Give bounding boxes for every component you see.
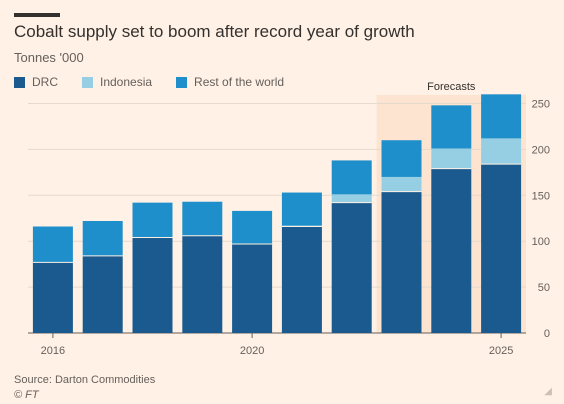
- bar-indonesia-2024: [431, 148, 472, 169]
- legend-item-indonesia: Indonesia: [82, 75, 152, 89]
- bar-drc-2024: [431, 168, 472, 333]
- y-tick-label: 50: [538, 282, 550, 294]
- bar-rest-of-the-world-2021: [281, 192, 322, 226]
- legend-item-drc: DRC: [14, 75, 58, 89]
- bar-indonesia-2025: [481, 138, 522, 165]
- bar-drc-2019: [182, 235, 223, 333]
- legend-label-rest-of-world: Rest of the world: [194, 75, 285, 89]
- x-tick-label: 2025: [489, 345, 513, 357]
- bar-rest-of-the-world-2019: [182, 201, 223, 236]
- bar-rest-of-the-world-2023: [381, 140, 422, 177]
- y-tick-label: 200: [532, 144, 550, 156]
- resize-corner-icon: ◢: [544, 386, 552, 397]
- bar-rest-of-the-world-2024: [431, 105, 472, 149]
- bar-rest-of-the-world-2018: [132, 202, 173, 238]
- bar-rest-of-the-world-2016: [32, 226, 73, 263]
- chart-title: Cobalt supply set to boom after record y…: [14, 22, 415, 41]
- legend-swatch-rest-of-world: [176, 76, 188, 88]
- legend-swatch-indonesia: [82, 76, 93, 88]
- legend-label-drc: DRC: [32, 75, 58, 89]
- bar-drc-2025: [481, 164, 522, 333]
- x-tick-label: 2016: [41, 345, 65, 357]
- bar-drc-2021: [281, 226, 322, 333]
- bar-drc-2023: [381, 191, 422, 333]
- bar-drc-2016: [32, 262, 73, 333]
- bar-rest-of-the-world-2025: [481, 94, 522, 139]
- source-note: Source: Darton Commodities: [14, 374, 156, 386]
- legend-label-indonesia: Indonesia: [100, 75, 153, 89]
- y-tick-label: 100: [532, 236, 550, 248]
- legend-swatch-drc: [14, 76, 25, 88]
- bar-drc-2018: [132, 237, 173, 333]
- x-tick-label: 2020: [240, 345, 264, 357]
- y-tick-label: 0: [544, 328, 550, 340]
- bar-rest-of-the-world-2022: [331, 160, 372, 195]
- bar-drc-2017: [82, 255, 123, 333]
- bar-rest-of-the-world-2020: [232, 210, 273, 244]
- bar-indonesia-2023: [381, 176, 422, 192]
- bar-rest-of-the-world-2017: [82, 221, 123, 256]
- bar-drc-2022: [331, 202, 372, 333]
- legend: DRC Indonesia Rest of the world: [14, 75, 308, 89]
- bar-indonesia-2022: [331, 194, 372, 203]
- chart-subtitle: Tonnes '000: [14, 50, 84, 65]
- top-rule: [14, 13, 60, 17]
- y-tick-label: 250: [532, 99, 550, 111]
- y-tick-label: 150: [532, 190, 550, 202]
- legend-item-rest-of-world: Rest of the world: [176, 75, 284, 89]
- ft-credit: © FT: [14, 389, 39, 401]
- forecast-label: Forecasts: [427, 81, 476, 93]
- bar-drc-2020: [232, 243, 273, 333]
